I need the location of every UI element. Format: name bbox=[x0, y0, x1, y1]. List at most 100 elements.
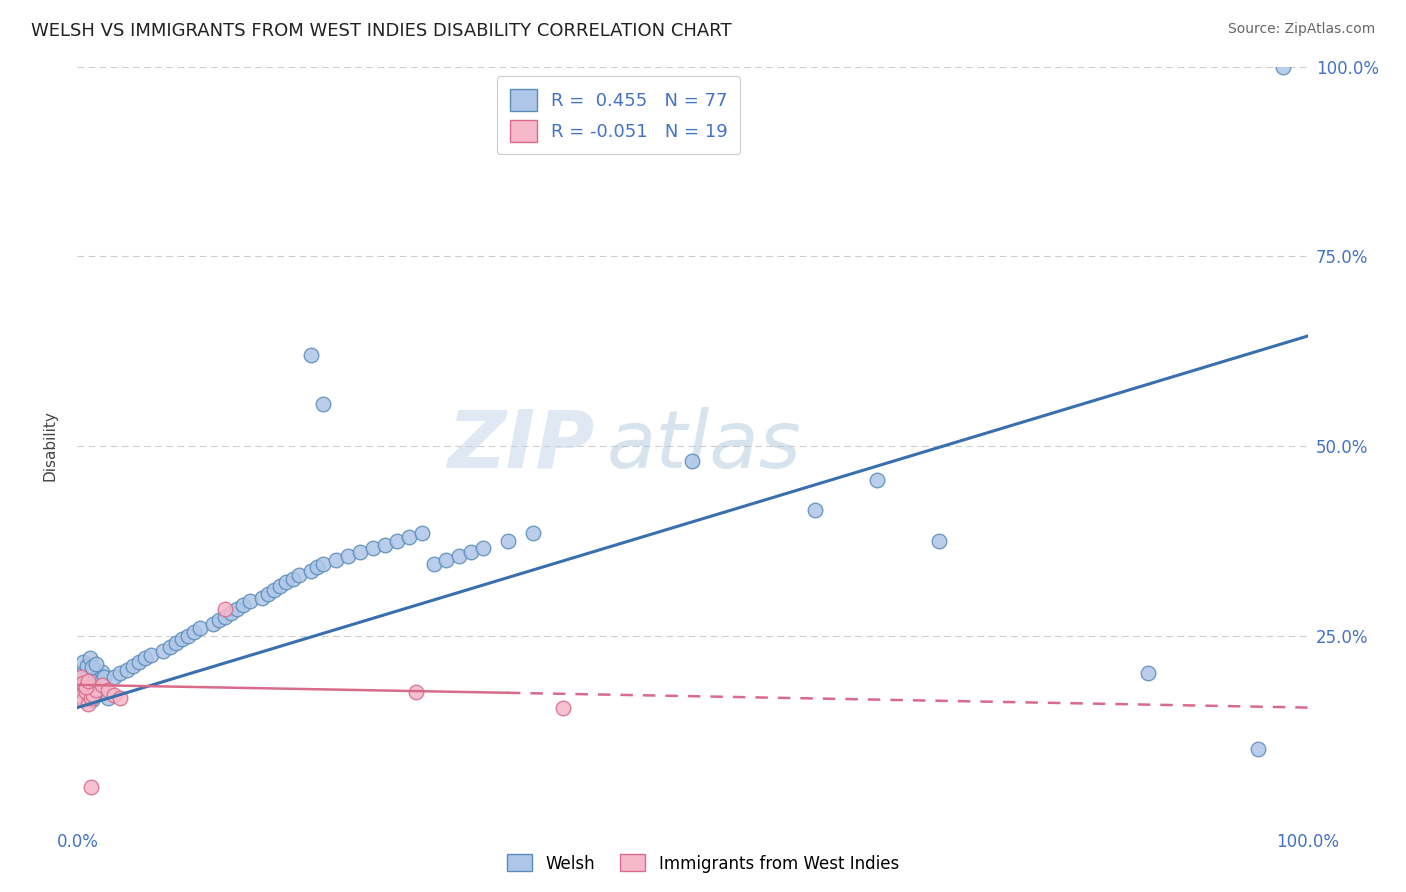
Legend: Welsh, Immigrants from West Indies: Welsh, Immigrants from West Indies bbox=[501, 847, 905, 880]
Point bbox=[76, 681, 98, 696]
Point bbox=[214, 609, 236, 624]
Point bbox=[165, 636, 187, 650]
Point bbox=[80, 690, 103, 705]
Point bbox=[269, 579, 291, 593]
Point bbox=[411, 526, 433, 541]
Point bbox=[110, 666, 132, 681]
Point bbox=[70, 689, 93, 703]
Point bbox=[82, 660, 104, 674]
Point bbox=[188, 621, 212, 635]
Point bbox=[460, 545, 482, 559]
Point bbox=[226, 602, 249, 616]
Point bbox=[97, 683, 120, 698]
Point bbox=[398, 530, 420, 544]
Point bbox=[90, 680, 114, 694]
Point bbox=[1247, 742, 1270, 756]
Point bbox=[325, 552, 347, 567]
Point bbox=[374, 537, 396, 551]
Point bbox=[337, 549, 360, 563]
Point bbox=[90, 665, 114, 679]
Point bbox=[93, 685, 115, 699]
Point bbox=[84, 683, 107, 698]
Point bbox=[1136, 666, 1159, 681]
Point bbox=[177, 628, 200, 642]
Point bbox=[183, 624, 205, 639]
Point bbox=[89, 683, 111, 698]
Point bbox=[115, 663, 138, 677]
Point bbox=[263, 583, 285, 598]
Point bbox=[72, 693, 94, 707]
Point bbox=[80, 780, 103, 795]
Point bbox=[141, 648, 163, 662]
Point bbox=[72, 666, 94, 681]
Point bbox=[472, 541, 495, 556]
Point bbox=[553, 700, 575, 714]
Text: ZIP: ZIP bbox=[447, 407, 595, 485]
Point bbox=[208, 614, 231, 628]
Point bbox=[257, 587, 280, 601]
Point bbox=[1272, 60, 1295, 74]
Point bbox=[349, 545, 371, 559]
Point bbox=[77, 697, 100, 711]
Point bbox=[75, 680, 97, 694]
Point bbox=[436, 552, 458, 567]
Point bbox=[110, 690, 132, 705]
Point bbox=[423, 557, 446, 571]
Point bbox=[90, 678, 114, 692]
Point bbox=[70, 670, 93, 684]
Point bbox=[82, 688, 104, 702]
Point bbox=[307, 560, 329, 574]
Point bbox=[361, 541, 384, 556]
Text: Source: ZipAtlas.com: Source: ZipAtlas.com bbox=[1227, 22, 1375, 37]
Point bbox=[405, 685, 427, 699]
Point bbox=[103, 670, 125, 684]
Point bbox=[219, 606, 242, 620]
Point bbox=[72, 655, 94, 669]
Point bbox=[299, 348, 322, 362]
Point bbox=[682, 454, 704, 468]
Y-axis label: Disability: Disability bbox=[44, 410, 58, 482]
Point bbox=[97, 690, 120, 705]
Point bbox=[276, 575, 298, 590]
Point bbox=[281, 572, 304, 586]
Point bbox=[928, 533, 950, 548]
Point bbox=[170, 632, 193, 647]
Text: atlas: atlas bbox=[606, 407, 801, 485]
Point bbox=[128, 655, 150, 669]
Point bbox=[72, 675, 94, 690]
Point bbox=[522, 526, 544, 541]
Point bbox=[75, 685, 97, 699]
Point bbox=[72, 685, 94, 699]
Point bbox=[299, 564, 322, 578]
Point bbox=[250, 591, 273, 605]
Point bbox=[84, 688, 107, 702]
Point bbox=[121, 658, 143, 673]
Point bbox=[134, 651, 156, 665]
Point bbox=[84, 673, 107, 687]
Point bbox=[84, 657, 107, 672]
Point bbox=[447, 549, 470, 563]
Text: WELSH VS IMMIGRANTS FROM WEST INDIES DISABILITY CORRELATION CHART: WELSH VS IMMIGRANTS FROM WEST INDIES DIS… bbox=[31, 22, 731, 40]
Point bbox=[232, 599, 254, 613]
Point bbox=[385, 533, 409, 548]
Point bbox=[82, 678, 104, 692]
Point bbox=[79, 674, 101, 689]
Point bbox=[214, 602, 236, 616]
Point bbox=[79, 651, 101, 665]
Legend: R =  0.455   N = 77, R = -0.051   N = 19: R = 0.455 N = 77, R = -0.051 N = 19 bbox=[496, 76, 741, 154]
Point bbox=[76, 670, 98, 684]
Point bbox=[152, 644, 174, 658]
Point bbox=[312, 397, 335, 411]
Point bbox=[312, 557, 335, 571]
Point bbox=[79, 689, 101, 703]
Point bbox=[288, 568, 311, 582]
Point bbox=[76, 658, 98, 673]
Point bbox=[201, 617, 224, 632]
Point bbox=[77, 674, 100, 689]
Point bbox=[804, 503, 827, 517]
Point bbox=[93, 670, 115, 684]
Point bbox=[496, 533, 519, 548]
Point bbox=[82, 693, 104, 707]
Point bbox=[239, 594, 262, 608]
Point bbox=[103, 688, 125, 702]
